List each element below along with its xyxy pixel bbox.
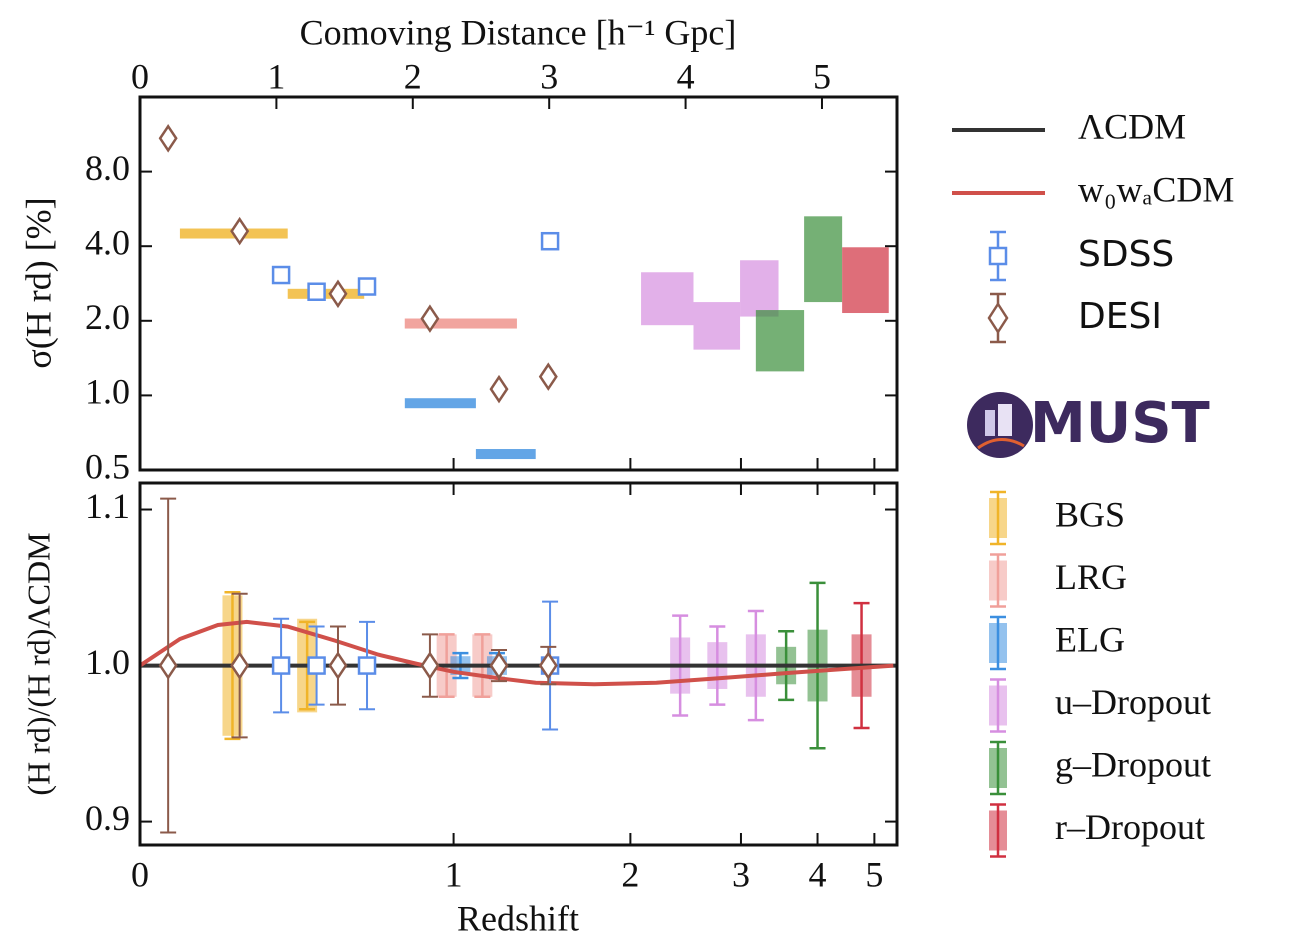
must-logo: MUST	[967, 391, 1210, 458]
x2-tick-label: 5	[813, 56, 831, 96]
bottom-panel-frame	[138, 481, 899, 847]
square-marker	[271, 656, 291, 675]
legend-label: g–Dropout	[1055, 744, 1211, 784]
x-tick-label: 0	[131, 854, 149, 894]
top-y-label: σ(H rd) [%]	[18, 197, 58, 368]
diamond-marker	[158, 124, 178, 153]
legend-marker	[987, 301, 1009, 335]
y-tick-label: 1.1	[85, 486, 130, 526]
x2-tick-label: 2	[404, 56, 422, 96]
sigma-box	[740, 260, 779, 317]
square-marker	[357, 656, 377, 675]
x2-tick-label: 1	[267, 56, 285, 96]
sigma-box	[842, 247, 889, 314]
y-tick-label: 2.0	[85, 297, 130, 337]
diamond-marker	[420, 651, 440, 680]
x-tick-label: 1	[445, 854, 463, 894]
diamond-marker	[328, 651, 348, 680]
x-tick-label: 3	[732, 854, 750, 894]
sigma-box	[641, 272, 694, 326]
diamond-marker	[538, 651, 558, 680]
legend-label: LRG	[1055, 557, 1127, 597]
sigma-box	[693, 302, 741, 350]
diamond-marker	[328, 279, 348, 309]
sigma-box	[755, 310, 805, 372]
legend-label: r–Dropout	[1055, 807, 1205, 847]
sigma-bar	[475, 449, 536, 460]
square-marker	[540, 231, 560, 251]
logo-building	[985, 410, 995, 436]
sigma-box	[804, 216, 843, 303]
diamond-marker	[489, 374, 509, 404]
diamond-marker	[489, 651, 509, 680]
y-tick-label: 1.0	[85, 642, 130, 682]
x2-axis-label: Comoving Distance [h⁻¹ Gpc]	[300, 12, 737, 52]
x-tick-label: 4	[809, 854, 827, 894]
diamond-marker	[230, 651, 250, 680]
x2-tick-label: 4	[677, 56, 695, 96]
logo-arc	[977, 438, 1025, 450]
x2-tick-label: 3	[540, 56, 558, 96]
top-panel-frame	[138, 95, 899, 472]
legend-label: w₀wₐCDM	[1078, 169, 1234, 209]
legend-label: u–Dropout	[1055, 682, 1211, 722]
legend-label: DESI	[1078, 296, 1162, 337]
y-tick-label: 0.5	[85, 446, 130, 486]
square-marker	[271, 265, 291, 285]
square-marker	[307, 282, 326, 301]
y-tick-label: 1.0	[85, 372, 130, 412]
y-tick-label: 0.9	[85, 798, 130, 838]
square-marker	[307, 656, 326, 675]
x-tick-label: 5	[865, 854, 883, 894]
sigma-bar	[404, 398, 476, 409]
diamond-marker	[230, 216, 250, 246]
sigma-bar	[404, 318, 517, 329]
legend-label: ELG	[1055, 619, 1125, 659]
model-line	[138, 619, 894, 687]
legend-label: ΛCDM	[1078, 106, 1186, 146]
logo-text: MUST	[1030, 391, 1210, 456]
x-axis-label: Redshift	[457, 898, 579, 938]
bottom-y-label: (H rd)/(H rd)ΛCDM	[20, 532, 56, 795]
legend-label: BGS	[1055, 494, 1125, 534]
logo-building	[998, 404, 1012, 436]
diamond-marker	[538, 362, 558, 391]
sigma-bar	[287, 288, 365, 299]
y-tick-label: 8.0	[85, 148, 130, 188]
legend-label: SDSS	[1078, 234, 1174, 275]
x-tick-label: 2	[621, 854, 639, 894]
x2-tick-label: 0	[131, 56, 149, 96]
y-tick-label: 4.0	[85, 222, 130, 262]
diamond-marker	[420, 304, 440, 333]
legend-marker	[988, 246, 1008, 266]
square-marker	[357, 277, 377, 296]
diamond-marker	[158, 651, 178, 680]
